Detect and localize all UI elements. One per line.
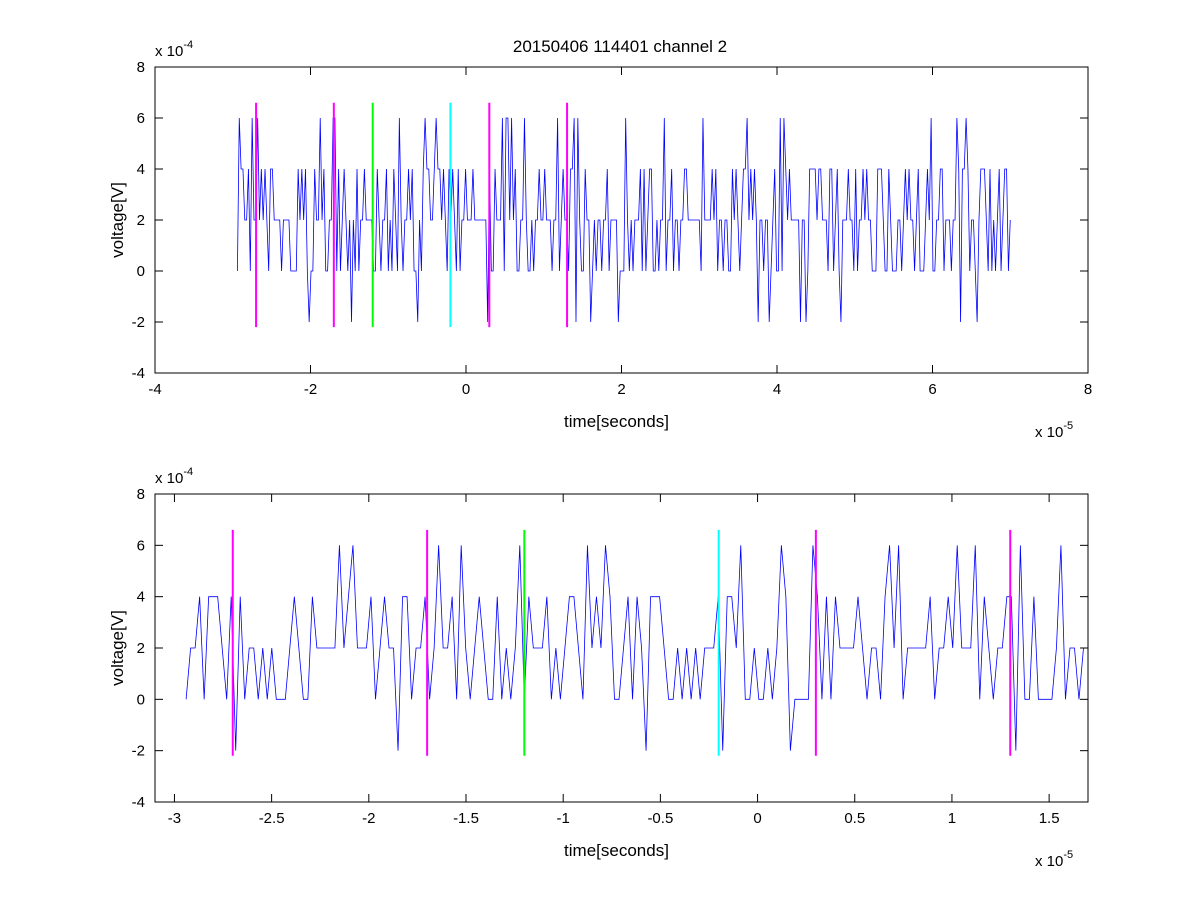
bottom-y-tick-label: 2 [137, 640, 145, 657]
bottom-y-tick-label: 0 [137, 691, 145, 708]
top-y-tick-label: 6 [137, 110, 145, 127]
top-x-tick-label: 2 [617, 381, 625, 398]
bottom-y-tick-label: -4 [132, 794, 145, 811]
top-y-tick-label: 8 [137, 59, 145, 76]
top-y-tick-label: 0 [137, 263, 145, 280]
top-signal-trace [237, 117, 1011, 323]
bottom-axes: -3 -2.5 -2 -1.5 -1 -0.5 0 0.5 1 1.5 -4 -2 0 2 4 6 8 time… [108, 466, 1089, 870]
top-y-tick-label: 2 [137, 212, 145, 229]
top-y-tick-label: -4 [132, 365, 145, 382]
bottom-x-tick-label: 1 [948, 810, 956, 827]
bottom-y-exponent: x 10-4 [155, 466, 193, 487]
bottom-x-tick-label: -2 [362, 810, 375, 827]
top-x-tick-label: 8 [1084, 381, 1092, 398]
bottom-y-tick-label: 6 [137, 537, 145, 554]
top-y-tick-label: 4 [137, 161, 145, 178]
top-x-tick-label: 4 [773, 381, 781, 398]
bottom-x-tick-label: -0.5 [647, 810, 673, 827]
bottom-x-tick-label: -1.5 [453, 810, 479, 827]
bottom-signal-trace [185, 545, 1088, 751]
top-x-tick-label: -2 [304, 381, 317, 398]
top-y-exponent: x 10-4 [155, 39, 193, 60]
bottom-x-exponent: x 10-5 [1035, 849, 1073, 870]
top-x-exponent: x 10-5 [1035, 420, 1073, 441]
bottom-x-tick-label: -3 [168, 810, 181, 827]
top-axes: -4 -2 0 2 4 6 8 -4 -2 0 2 4 6 8 time[seconds] voltage… [108, 39, 1092, 441]
figure-title: 20150406 114401 channel 2 [513, 37, 727, 56]
bottom-x-tick-label: 0.5 [844, 810, 865, 827]
bottom-y-axis-label: voltage[V] [108, 610, 127, 686]
top-x-tick-label: 0 [462, 381, 470, 398]
bottom-x-tick-label: -1 [557, 810, 570, 827]
bottom-x-tick-label: 0 [753, 810, 761, 827]
bottom-x-tick-label: -2.5 [259, 810, 285, 827]
top-y-tick-label: -2 [132, 314, 145, 331]
bottom-x-tick-label: 1.5 [1039, 810, 1060, 827]
bottom-y-tick-label: -2 [132, 743, 145, 760]
bottom-y-tick-label: 4 [137, 589, 145, 606]
bottom-axes-frame [154, 493, 1089, 803]
top-x-tick-label: -4 [148, 381, 161, 398]
top-x-axis-label: time[seconds] [564, 412, 669, 431]
top-x-tick-label: 6 [928, 381, 936, 398]
bottom-y-tick-label: 8 [137, 486, 145, 503]
bottom-x-axis-label: time[seconds] [564, 841, 669, 860]
top-y-axis-label: voltage[V] [108, 182, 127, 258]
